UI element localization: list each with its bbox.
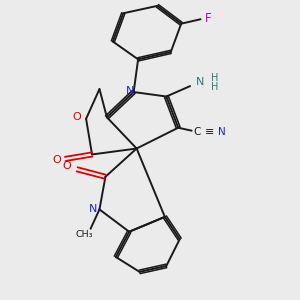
Text: O: O — [72, 112, 81, 122]
Text: N: N — [196, 76, 205, 87]
Text: C: C — [194, 127, 201, 137]
Text: CH₃: CH₃ — [76, 230, 93, 239]
Text: N: N — [89, 204, 97, 214]
Text: F: F — [205, 12, 211, 25]
Text: O: O — [52, 155, 61, 165]
Text: H: H — [211, 82, 218, 92]
Text: H: H — [211, 73, 218, 83]
Text: N: N — [218, 127, 226, 137]
Text: O: O — [62, 161, 71, 171]
Text: N: N — [126, 85, 134, 96]
Text: ≡: ≡ — [205, 127, 214, 137]
